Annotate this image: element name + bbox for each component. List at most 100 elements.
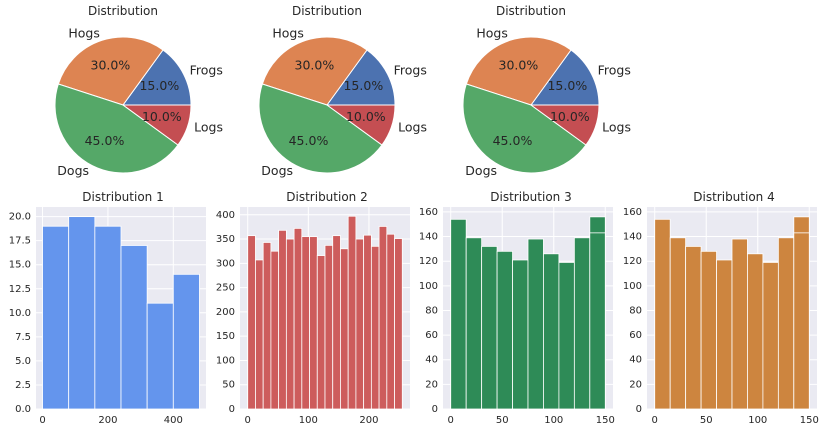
pie-1-label-frogs: Frogs xyxy=(190,63,223,78)
histogram-4-xtick-label: 100 xyxy=(748,415,767,426)
histogram-4-bar xyxy=(685,246,702,410)
histogram-3-bar xyxy=(465,237,483,410)
histogram-4-xtick-label: 150 xyxy=(800,415,819,426)
histogram-2-bar xyxy=(324,244,334,410)
pie-3-slice-logs xyxy=(529,104,600,146)
histogram-3-bar xyxy=(496,250,513,410)
histogram-2-ytick-label: 50 xyxy=(222,380,235,391)
histogram-2-bar xyxy=(347,215,357,410)
histogram-3-bar xyxy=(573,237,591,410)
histogram-4-bar xyxy=(777,237,795,410)
pie-1-label-logs: Logs xyxy=(194,120,223,135)
histogram-2-bar xyxy=(378,226,388,410)
histogram-1-ytick-label: 15.0 xyxy=(9,260,31,271)
histogram-3-ytick-label: 80 xyxy=(425,305,438,316)
histogram-3-bar xyxy=(481,246,498,410)
pie-2-slice-logs xyxy=(325,104,396,146)
histogram-4-ytick-label: 160 xyxy=(623,207,642,218)
histogram-3-bar xyxy=(543,253,560,410)
histogram-4-bar xyxy=(762,262,779,410)
histogram-1-ytick-label: 20.0 xyxy=(9,212,31,223)
histogram-3-ytick-label: 0 xyxy=(432,404,438,415)
histogram-2-bar xyxy=(293,227,303,410)
histogram-1-bar xyxy=(146,302,174,410)
histogram-3: Distribution 3 0 20 40 60 80 100 120 140 160 0 50 1… xyxy=(419,190,615,426)
histogram-3-title: Distribution 3 xyxy=(490,190,571,204)
histogram-4-ytick-label: 0 xyxy=(636,404,642,415)
pie-2-label-frogs: Frogs xyxy=(394,63,427,78)
pie-chart-2: Distribution Frogs 15.0% Hogs 30.0% Dogs 45.0… xyxy=(258,4,427,178)
pie-3-slice-dogs xyxy=(462,83,587,174)
histogram-3-ytick-label: 20 xyxy=(425,379,438,390)
pie-3-pct-hogs: 30.0% xyxy=(499,58,539,73)
histogram-3-bar xyxy=(589,232,606,410)
histogram-3-xtick-label: 100 xyxy=(544,415,563,426)
pie-1-slice-hogs xyxy=(57,36,164,106)
histogram-3-bar xyxy=(450,218,467,410)
histogram-2-bar xyxy=(247,235,256,410)
histogram-4-bar xyxy=(731,238,748,410)
pie-1-slice-logs xyxy=(121,104,192,146)
pie-1-label-dogs: Dogs xyxy=(57,163,89,178)
histogram-4-bar xyxy=(716,259,733,410)
pie-2-pct-hogs: 30.0% xyxy=(295,58,335,73)
pie-1-pct-frogs: 15.0% xyxy=(139,78,179,93)
pie-3-pct-frogs: 15.0% xyxy=(547,78,587,93)
pie-3-label-logs: Logs xyxy=(602,120,631,135)
histogram-2-bar xyxy=(285,238,295,410)
histogram-1-bar xyxy=(120,245,148,410)
histogram-2-ytick-label: 150 xyxy=(216,331,235,342)
histogram-3-ytick-label: 120 xyxy=(419,256,438,267)
histogram-4-xtick-label: 50 xyxy=(700,415,713,426)
pie-2-label-dogs: Dogs xyxy=(261,163,293,178)
pie-2-pct-dogs: 45.0% xyxy=(289,133,329,148)
histogram-2-bar xyxy=(394,238,403,410)
histogram-4-ytick-label: 20 xyxy=(629,379,642,390)
histogram-4-ytick-label: 120 xyxy=(623,256,642,267)
histogram-2-bar xyxy=(270,250,280,410)
histogram-4-title: Distribution 4 xyxy=(693,190,774,204)
histogram-2-xtick-label: 200 xyxy=(359,415,378,426)
pie-2-pct-logs: 10.0% xyxy=(346,109,386,124)
pie-2-label-logs: Logs xyxy=(398,120,427,135)
pie-3-slice-frogs xyxy=(530,49,600,106)
histogram-4-ytick-label: 80 xyxy=(629,305,642,316)
histogram-2-ytick-label: 0 xyxy=(229,404,235,415)
histogram-4-xtick-label: 0 xyxy=(652,415,658,426)
histogram-3-bar xyxy=(527,238,544,410)
histogram-4-ytick-label: 140 xyxy=(623,232,642,243)
histogram-2-bar xyxy=(278,229,287,410)
histogram-2-xtick-label: 100 xyxy=(299,415,318,426)
histogram-3-xtick-label: 0 xyxy=(448,415,454,426)
pie-1-slice-frogs xyxy=(122,49,192,106)
histogram-2-bar xyxy=(386,233,395,410)
histogram-3-ytick-label: 140 xyxy=(419,232,438,243)
pie-2-title: Distribution xyxy=(292,4,362,18)
pie-3-pct-logs: 10.0% xyxy=(550,109,590,124)
histogram-4-bar xyxy=(700,250,717,410)
pie-chart-3: Distribution Frogs 15.0% Hogs 30.0% Dogs 45.0… xyxy=(462,4,631,178)
pie-1-pct-logs: 10.0% xyxy=(142,109,182,124)
histogram-1-ytick-label: 2.5 xyxy=(15,380,31,391)
histogram-1-ytick-label: 10.0 xyxy=(9,308,31,319)
histogram-3-ytick-label: 160 xyxy=(419,207,438,218)
histogram-4-bar xyxy=(747,253,764,410)
pie-2-slice-dogs xyxy=(258,83,383,174)
histogram-2: Distribution 2 0 50 100 150 200 250 300 350 400 0… xyxy=(216,190,410,426)
pie-3-label-frogs: Frogs xyxy=(598,63,631,78)
histogram-4-ytick-label: 40 xyxy=(629,355,642,366)
histogram-2-ytick-label: 250 xyxy=(216,283,235,294)
pie-3-slice-hogs xyxy=(465,36,572,106)
histogram-2-bar xyxy=(370,245,380,410)
histogram-3-xtick-label: 150 xyxy=(596,415,615,426)
histogram-3-bar xyxy=(512,259,529,410)
histogram-1: Distribution 1 0.0 2.5 5.0 7.5 10.0 12.5 15.0 1… xyxy=(9,190,206,426)
histogram-1-ytick-label: 7.5 xyxy=(15,332,31,343)
histogram-1-ytick-label: 5.0 xyxy=(15,356,31,367)
histogram-1-ytick-label: 17.5 xyxy=(9,236,31,247)
pie-3-label-dogs: Dogs xyxy=(465,163,497,178)
pie-1-pct-dogs: 45.0% xyxy=(85,133,125,148)
pie-1-title: Distribution xyxy=(88,4,158,18)
pie-2-slice-frogs xyxy=(326,49,396,106)
